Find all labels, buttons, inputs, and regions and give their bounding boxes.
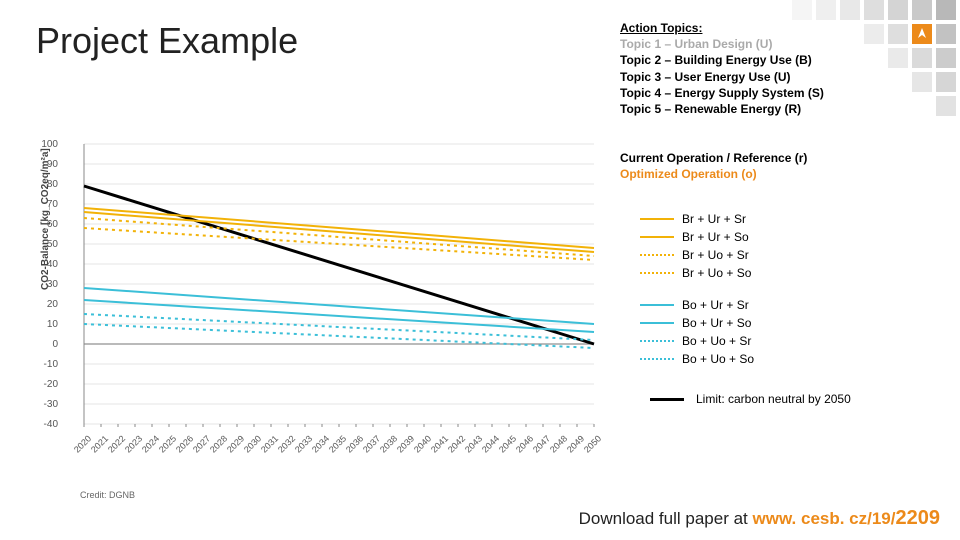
deco-square <box>888 0 908 20</box>
credit-text: Credit: DGNB <box>80 490 135 500</box>
legend-row-limit: Limit: carbon neutral by 2050 <box>650 390 851 408</box>
y-tick-label: 10 <box>38 319 58 330</box>
series-limit <box>84 186 594 344</box>
y-tick-label: 80 <box>38 179 58 190</box>
deco-square <box>912 72 932 92</box>
footer-pre: Download full paper at <box>579 509 753 528</box>
operation-box: Current Operation / Reference (r) Optimi… <box>620 150 807 182</box>
legend-label: Bo + Ur + Sr <box>682 296 749 314</box>
legend-row: Br + Uo + Sr <box>640 246 751 264</box>
series-Bo+Ur+So <box>84 300 594 332</box>
deco-square <box>840 0 860 20</box>
legend-swatch <box>640 304 674 306</box>
y-tick-label: 60 <box>38 219 58 230</box>
co2-balance-chart <box>60 140 600 460</box>
legend-row: Br + Ur + Sr <box>640 210 751 228</box>
deco-square <box>936 48 956 68</box>
footer-page: 2209 <box>896 507 941 529</box>
deco-square <box>888 48 908 68</box>
action-topic-line: Topic 3 – User Energy Use (U) <box>620 69 824 85</box>
y-tick-label: 30 <box>38 279 58 290</box>
footer: Download full paper at www. cesb. cz/19/… <box>579 507 940 530</box>
action-topic-line: Topic 4 – Energy Supply System (S) <box>620 85 824 101</box>
legend-swatch <box>640 254 674 256</box>
series-Br+Ur+So <box>84 212 594 252</box>
legend-limit: Limit: carbon neutral by 2050 <box>650 390 851 408</box>
y-tick-label: 90 <box>38 159 58 170</box>
operation-optimized: Optimized Operation (o) <box>620 166 807 182</box>
slide-title: Project Example <box>36 20 298 62</box>
deco-square <box>888 24 908 44</box>
legend-swatch-limit <box>650 398 684 401</box>
legend-row: Bo + Uo + Sr <box>640 332 754 350</box>
y-tick-label: 20 <box>38 299 58 310</box>
deco-square <box>816 0 836 20</box>
action-topics-box: Action Topics: Topic 1 – Urban Design (U… <box>620 20 824 117</box>
legend-swatch <box>640 272 674 274</box>
legend-label: Bo + Uo + Sr <box>682 332 751 350</box>
series-Bo+Ur+Sr <box>84 288 594 324</box>
footer-url: www. cesb. cz/19/ <box>753 509 896 528</box>
action-topic-line: Topic 1 – Urban Design (U) <box>620 36 824 52</box>
legend-swatch <box>640 218 674 220</box>
y-tick-label: 50 <box>38 239 58 250</box>
legend-swatch <box>640 358 674 360</box>
y-tick-label: 100 <box>38 139 58 150</box>
deco-square <box>936 72 956 92</box>
legend-row: Br + Ur + So <box>640 228 751 246</box>
deco-square <box>936 96 956 116</box>
deco-square <box>792 0 812 20</box>
action-topic-line: Topic 2 – Building Energy Use (B) <box>620 52 824 68</box>
deco-square <box>912 0 932 20</box>
legend-swatch <box>640 340 674 342</box>
legend-group-br: Br + Ur + SrBr + Ur + SoBr + Uo + SrBr +… <box>640 210 751 282</box>
legend-label: Br + Ur + So <box>682 228 749 246</box>
legend-label-limit: Limit: carbon neutral by 2050 <box>696 390 851 408</box>
operation-reference: Current Operation / Reference (r) <box>620 150 807 166</box>
y-tick-label: 70 <box>38 199 58 210</box>
legend-label: Br + Uo + Sr <box>682 246 749 264</box>
action-topics-header: Action Topics: <box>620 20 824 36</box>
y-tick-label: -30 <box>38 399 58 410</box>
legend-label: Bo + Uo + So <box>682 350 754 368</box>
compass-icon <box>912 24 932 44</box>
y-tick-label: -20 <box>38 379 58 390</box>
deco-square <box>864 0 884 20</box>
deco-square <box>936 24 956 44</box>
legend-label: Bo + Ur + So <box>682 314 751 332</box>
legend-row: Bo + Ur + Sr <box>640 296 754 314</box>
deco-square <box>864 24 884 44</box>
legend-swatch <box>640 236 674 238</box>
legend-swatch <box>640 322 674 324</box>
slide: Project Example Action Topics: Topic 1 –… <box>0 0 960 540</box>
y-tick-label: -10 <box>38 359 58 370</box>
action-topic-line: Topic 5 – Renewable Energy (R) <box>620 101 824 117</box>
legend-row: Bo + Uo + So <box>640 350 754 368</box>
y-tick-label: 0 <box>38 339 58 350</box>
chart-svg <box>60 140 600 460</box>
legend-row: Br + Uo + So <box>640 264 751 282</box>
legend-row: Bo + Ur + So <box>640 314 754 332</box>
deco-square <box>936 0 956 20</box>
legend-group-bo: Bo + Ur + SrBo + Ur + SoBo + Uo + SrBo +… <box>640 296 754 368</box>
y-tick-label: 40 <box>38 259 58 270</box>
legend-label: Br + Uo + So <box>682 264 751 282</box>
legend-label: Br + Ur + Sr <box>682 210 746 228</box>
deco-square <box>912 48 932 68</box>
y-tick-label: -40 <box>38 419 58 430</box>
series-Br+Ur+Sr <box>84 208 594 248</box>
